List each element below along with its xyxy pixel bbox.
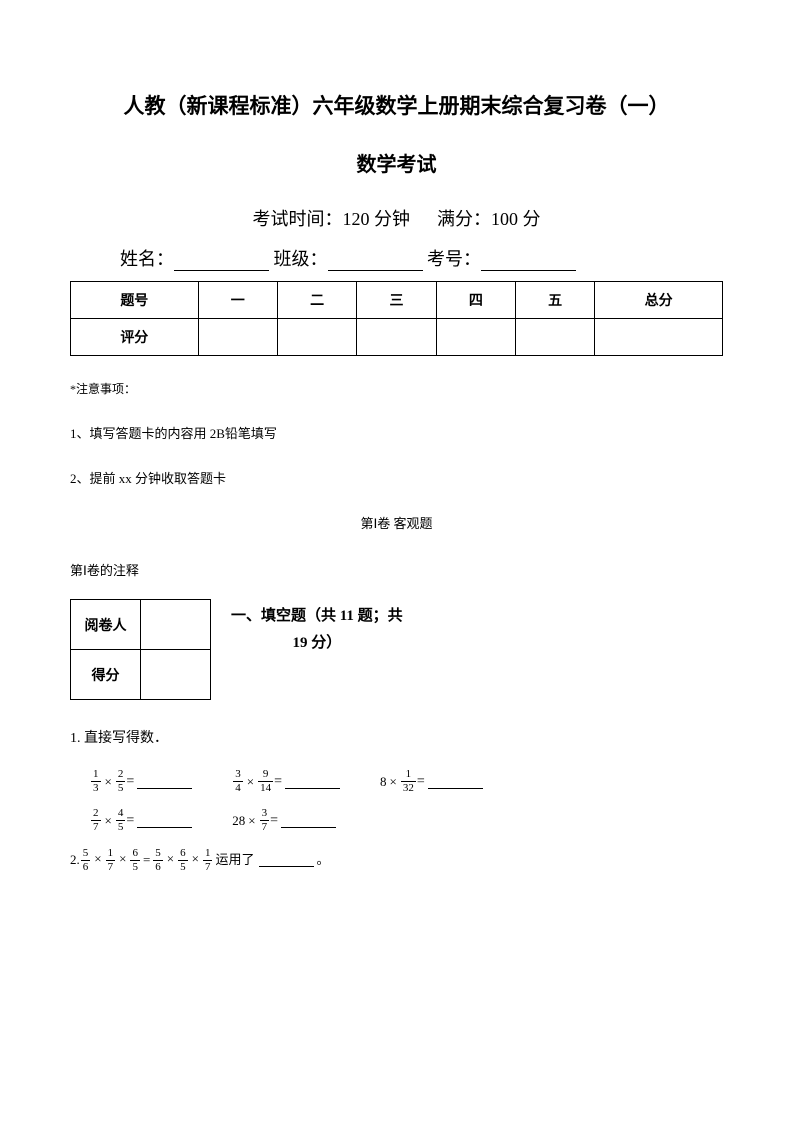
- q2-left: 56×17×65: [80, 847, 141, 873]
- equation-item: 13×25=: [90, 769, 192, 794]
- col-5: 总分: [595, 282, 723, 319]
- answer-blank[interactable]: [137, 775, 192, 789]
- col-1: 二: [277, 282, 356, 319]
- col-4: 五: [516, 282, 595, 319]
- grader-section: 阅卷人 得分 一、填空题（共 11 题；共 19 分）: [70, 599, 723, 700]
- section1-title: 一、填空题（共 11 题；共 19 分）: [231, 599, 403, 657]
- id-label: 考号：: [427, 249, 481, 269]
- name-label: 姓名：: [120, 249, 174, 269]
- score-label: 得分: [71, 650, 141, 700]
- grader-table: 阅卷人 得分: [70, 599, 211, 700]
- q2-blank[interactable]: [259, 853, 314, 867]
- section1-title-line1: 一、填空题（共 11 题；共: [231, 603, 403, 630]
- q1-equations: 13×25= 34×914= 8×132= 27×45= 28×37=: [70, 769, 723, 833]
- equation-item: 34×914=: [232, 769, 340, 794]
- equation-item: 27×45=: [90, 808, 192, 833]
- class-label: 班级：: [274, 249, 328, 269]
- reviewer-label: 阅卷人: [71, 600, 141, 650]
- score-cell[interactable]: [198, 319, 277, 356]
- row-label-0: 题号: [71, 282, 199, 319]
- section-objective: 第Ⅰ卷 客观题: [70, 513, 723, 532]
- score-value: 100 分: [491, 209, 541, 229]
- q2-right: 56×65×17: [152, 847, 213, 873]
- score-cell[interactable]: [436, 319, 515, 356]
- note-item-1: 2、提前 xx 分钟收取答题卡: [70, 468, 723, 487]
- q2-mid: 运用了: [215, 848, 254, 871]
- score-cell[interactable]: [277, 319, 356, 356]
- time-value: 120 分钟: [343, 209, 411, 229]
- title-main: 人教（新课程标准）六年级数学上册期末综合复习卷（一）: [70, 90, 723, 120]
- col-3: 四: [436, 282, 515, 319]
- q2-prefix: 2.: [70, 848, 80, 871]
- score-table-header-row: 题号 一 二 三 四 五 总分: [71, 282, 723, 319]
- answer-blank[interactable]: [137, 814, 192, 828]
- student-info: 姓名： 班级： 考号：: [70, 245, 723, 271]
- class-blank[interactable]: [328, 251, 423, 271]
- answer-blank[interactable]: [281, 814, 336, 828]
- equation-item: 8×132=: [380, 769, 483, 794]
- row-label-1: 评分: [71, 319, 199, 356]
- notes-header: *注意事项：: [70, 380, 723, 397]
- reviewer-blank[interactable]: [141, 600, 211, 650]
- name-blank[interactable]: [174, 251, 269, 271]
- score-blank[interactable]: [141, 650, 211, 700]
- answer-blank[interactable]: [285, 775, 340, 789]
- section-objective-note: 第Ⅰ卷的注释: [70, 560, 723, 579]
- q2: 2. 56×17×65 = 56×65×17 运用了 。: [70, 847, 723, 873]
- score-cell[interactable]: [516, 319, 595, 356]
- score-cell[interactable]: [595, 319, 723, 356]
- score-label: 满分：: [437, 209, 491, 229]
- title-sub: 数学考试: [70, 148, 723, 177]
- col-2: 三: [357, 282, 436, 319]
- q2-end: 。: [316, 848, 329, 871]
- section1-title-line2: 19 分）: [231, 630, 403, 657]
- q1-text: 1. 直接写得数．: [70, 726, 723, 751]
- note-item-0: 1、填写答题卡的内容用 2B铅笔填写: [70, 423, 723, 442]
- score-table-score-row: 评分: [71, 319, 723, 356]
- col-0: 一: [198, 282, 277, 319]
- time-label: 考试时间：: [253, 209, 343, 229]
- score-table: 题号 一 二 三 四 五 总分 评分: [70, 281, 723, 356]
- equation-item: 28×37=: [232, 808, 336, 833]
- score-cell[interactable]: [357, 319, 436, 356]
- exam-info: 考试时间：120 分钟 满分：100 分: [70, 205, 723, 231]
- id-blank[interactable]: [481, 251, 576, 271]
- answer-blank[interactable]: [428, 775, 483, 789]
